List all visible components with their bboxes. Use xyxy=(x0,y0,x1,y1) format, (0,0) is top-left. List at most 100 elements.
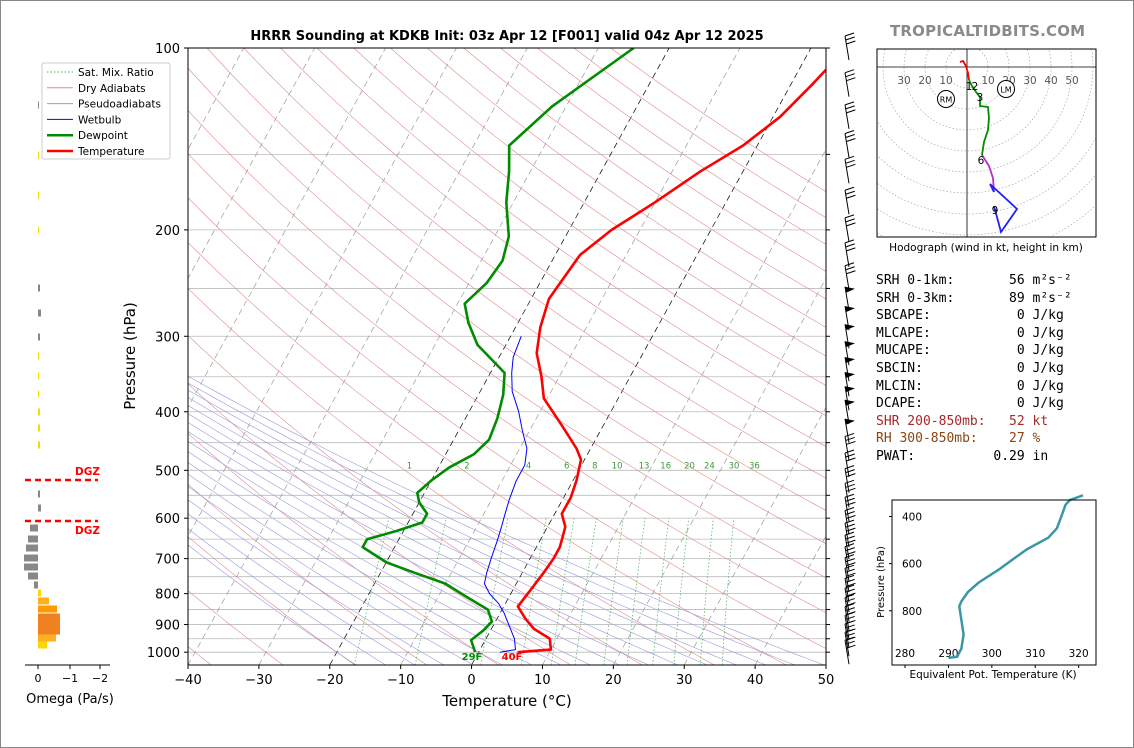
omega-bar xyxy=(28,572,38,580)
legend-label: Wetbulb xyxy=(78,114,122,126)
wind-barb xyxy=(844,286,855,311)
wind-barb xyxy=(844,636,856,665)
legend-label: Sat. Mix. Ratio xyxy=(78,67,154,79)
hodograph-tick-label: 30 xyxy=(897,75,910,87)
y-tick-label: 700 xyxy=(155,553,180,568)
series-dewpoint xyxy=(361,48,635,653)
wind-barb xyxy=(844,262,856,290)
surface-temperature-label: 40F xyxy=(502,652,523,663)
pseudoadiabat xyxy=(188,397,737,665)
stat-srh1: SRH 0-1km: 56 m²s⁻² xyxy=(876,273,1072,288)
wind-barb xyxy=(844,130,856,158)
omega-bar xyxy=(38,151,39,159)
wind-barb xyxy=(844,69,856,97)
mixing-ratio-line xyxy=(699,518,714,665)
hodograph-caption: Hodograph (wind in kt, height in km) xyxy=(889,242,1083,254)
pseudoadiabat xyxy=(188,421,649,665)
dry-adiabat xyxy=(188,536,356,665)
wind-barb xyxy=(844,357,855,382)
stat-sbcape: SBCAPE: 0 J/kg xyxy=(876,308,1064,324)
isotherm xyxy=(188,48,386,408)
mixing-ratio-label: 6 xyxy=(564,461,569,471)
dry-adiabat xyxy=(427,48,826,328)
omega-bar xyxy=(38,101,39,109)
omega-bar xyxy=(24,554,38,562)
wind-barb xyxy=(844,101,856,129)
brand-watermark: TROPICALTIDBITS.COM xyxy=(890,22,1086,40)
dry-adiabat xyxy=(188,383,571,665)
isotherm xyxy=(471,48,812,665)
dgz-label: DGZ xyxy=(75,525,100,537)
wind-barb xyxy=(844,186,856,215)
hodograph-grid xyxy=(877,49,1096,237)
omega-bar xyxy=(38,408,40,416)
omega-bar xyxy=(38,333,40,341)
hodograph-height-label: 9 xyxy=(992,205,999,217)
dry-adiabat xyxy=(188,288,715,665)
pseudoadiabat xyxy=(188,375,825,665)
y-tick-label: 500 xyxy=(155,464,180,479)
hodograph-tick-label: 10 xyxy=(939,75,952,87)
stat-mlcape: MLCAPE: 0 J/kg xyxy=(876,325,1064,341)
wind-barb xyxy=(844,519,856,548)
mixing-ratio-line xyxy=(353,518,390,665)
wind-barb xyxy=(844,479,856,508)
hodograph-tick-label: 30 xyxy=(1023,75,1036,87)
pseudoadiabat xyxy=(188,499,445,665)
isotherm xyxy=(0,48,31,665)
dry-adiabat xyxy=(188,67,826,544)
y-tick-label: 1000 xyxy=(147,646,180,661)
isotherm xyxy=(613,277,826,665)
stat-mlcin: MLCIN: 0 J/kg xyxy=(876,378,1064,394)
mixing-ratio-label: 8 xyxy=(592,461,597,471)
wind-barb xyxy=(844,449,856,478)
omega-tick-label: −2 xyxy=(92,672,108,685)
theta-e-x-tick-label: 310 xyxy=(1025,648,1045,660)
omega-panel: 0 −1 −2 DGZ DGZ xyxy=(24,101,110,685)
omega-bar xyxy=(38,613,60,621)
wind-barb xyxy=(844,239,856,267)
stats-panel: SRH 0-1km: 56 m²s⁻² SRH 0-3km: 89 m²s⁻² … xyxy=(876,272,1072,466)
omega-bar xyxy=(38,634,56,642)
omega-axis-label: Omega (Pa/s) xyxy=(26,692,114,707)
y-axis-label: Pressure (hPa) xyxy=(121,302,139,410)
theta-e-y-tick-label: 600 xyxy=(902,559,922,571)
isotherm xyxy=(258,48,599,665)
omega-bar xyxy=(38,597,49,605)
y-tick-label: 100 xyxy=(155,42,180,57)
stat-rh: RH 300-850mb: 27 % xyxy=(876,431,1041,447)
wind-barb xyxy=(844,386,855,411)
wind-barb xyxy=(844,574,856,603)
omega-bar xyxy=(30,524,38,532)
pseudoadiabat xyxy=(188,513,415,665)
series-wetbulb xyxy=(483,336,528,653)
omega-bar xyxy=(26,544,38,552)
hodograph-tick-label: 20 xyxy=(918,75,931,87)
dry-adiabat xyxy=(188,197,826,649)
mixing-ratio-label: 4 xyxy=(526,461,531,471)
omega-tick-label: −1 xyxy=(62,672,78,685)
mixing-ratio-line xyxy=(721,518,735,665)
omega-bar xyxy=(38,441,40,449)
x-tick-label: −30 xyxy=(245,673,272,688)
hodograph-frame xyxy=(876,48,1097,238)
hodograph-height-label: 1 xyxy=(966,81,973,93)
chart-title: HRRR Sounding at KDKB Init: 03z Apr 12 [… xyxy=(250,29,763,44)
wind-barb xyxy=(844,531,856,560)
mixing-ratio-label: 16 xyxy=(660,461,671,471)
legend-label: Dewpoint xyxy=(78,130,128,142)
omega-bar xyxy=(38,424,40,432)
x-tick-label: −10 xyxy=(387,673,414,688)
mixing-ratio-label: 13 xyxy=(639,461,650,471)
y-tick-label: 200 xyxy=(155,224,180,239)
mixing-ratio-line xyxy=(550,518,575,665)
storm-motion-label: LM xyxy=(1000,86,1011,95)
dgz-label: DGZ xyxy=(75,466,100,478)
dry-adiabat xyxy=(390,48,826,357)
omega-bar xyxy=(38,620,60,628)
hodograph-height-label: 3 xyxy=(977,92,984,104)
dry-adiabat xyxy=(353,48,826,386)
y-tick-labels: 100 200 300 400 500 600 700 800 900 1000 xyxy=(147,42,830,661)
isotherm xyxy=(329,48,670,665)
x-tick-label: 50 xyxy=(818,673,835,688)
